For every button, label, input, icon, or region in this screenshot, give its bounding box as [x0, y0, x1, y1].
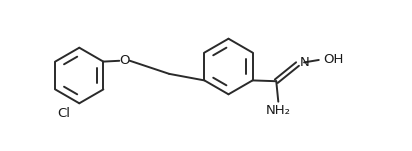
Text: O: O [119, 54, 130, 67]
Text: OH: OH [323, 53, 343, 66]
Text: N: N [300, 56, 309, 69]
Text: NH₂: NH₂ [266, 104, 291, 117]
Text: Cl: Cl [57, 107, 70, 120]
